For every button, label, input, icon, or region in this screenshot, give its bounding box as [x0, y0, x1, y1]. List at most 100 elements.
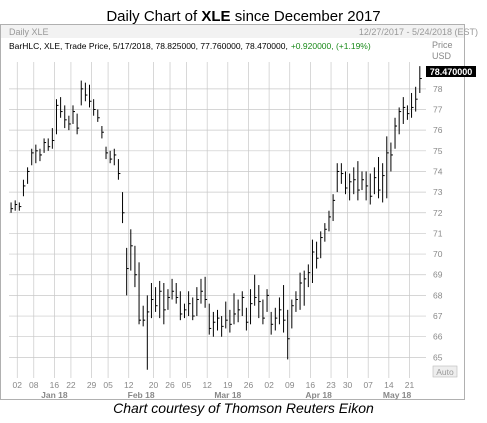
x-month-label: Feb 18 [128, 390, 155, 400]
price-bar [89, 84, 92, 108]
price-bar [212, 311, 216, 337]
y-tick-label: 75 [433, 146, 443, 156]
price-bar [64, 105, 67, 129]
y-tick-label: 68 [433, 290, 443, 300]
price-bar [287, 309, 290, 360]
price-bar [27, 167, 30, 184]
price-bar [365, 171, 369, 201]
price-bar [101, 126, 104, 139]
price-bar [233, 293, 237, 325]
price-bar [320, 231, 323, 259]
title-suffix: since December 2017 [230, 8, 381, 25]
x-tick-label: 12 [124, 380, 134, 390]
y-tick-label: 74 [433, 166, 443, 176]
y-tick-label: 77 [433, 105, 443, 115]
price-bar [200, 278, 203, 304]
chart-date-range: 12/27/2017 - 5/24/2018 (EST) [359, 27, 478, 37]
price-bar [138, 262, 142, 325]
title-ticker: XLE [201, 8, 231, 25]
y-tick-label: 72 [433, 208, 443, 218]
chart-symbol: Daily XLE [9, 27, 49, 37]
price-bar [415, 86, 418, 112]
price-bar [266, 289, 270, 312]
x-tick-label: 16 [50, 380, 60, 390]
chart-info: BarHLC, XLE, Trade Price, 5/17/2018, 78.… [9, 41, 371, 51]
x-tick-label: 12 [202, 380, 212, 390]
price-bar [14, 200, 18, 211]
x-tick-label: 14 [384, 380, 394, 390]
price-bar [22, 179, 26, 197]
price-bar [84, 82, 88, 102]
x-tick-label: 07 [363, 380, 373, 390]
price-bar [307, 264, 311, 288]
x-tick-label: 30 [343, 380, 353, 390]
page-title: Daily Chart of XLE since December 2017 [0, 8, 487, 25]
currency-axis-label: USD [432, 51, 452, 61]
price-bar [398, 107, 402, 135]
x-tick-label: 22 [66, 380, 76, 390]
info-change: +0.920000, (+1.19%) [291, 41, 371, 51]
price-bar [171, 278, 175, 300]
price-bar [357, 161, 360, 201]
x-month-label: Mar 18 [214, 390, 241, 400]
price-bar [336, 163, 340, 193]
y-tick-label: 67 [433, 311, 443, 321]
price-bar [225, 301, 228, 329]
auto-scale-button[interactable] [432, 365, 458, 378]
price-chart: Daily XLE 12/27/2017 - 5/24/2018 (EST) B… [0, 24, 478, 400]
price-bar [179, 291, 183, 321]
price-bar [150, 282, 154, 319]
price-bar [386, 136, 389, 199]
x-tick-label: 21 [405, 380, 415, 390]
price-bar [295, 291, 298, 312]
price-bar [340, 163, 344, 184]
x-tick-label: 05 [182, 380, 192, 390]
price-bar [196, 287, 199, 317]
x-tick-label: 09 [285, 380, 295, 390]
x-month-label: Apr 18 [305, 390, 332, 400]
price-bar [35, 144, 38, 164]
price-bar [159, 280, 162, 319]
price-bar [316, 241, 319, 269]
x-tick-label: 26 [244, 380, 254, 390]
auto-scale-label: Auto [436, 367, 454, 377]
x-tick-label: 08 [29, 380, 39, 390]
gridlines [9, 62, 426, 378]
price-bar [163, 282, 166, 325]
price-bar [328, 210, 331, 232]
price-bar [361, 171, 365, 191]
x-tick-label: 05 [103, 380, 113, 390]
x-tick-label: 26 [165, 380, 175, 390]
y-tick-label: 78 [433, 84, 443, 94]
price-bar [303, 270, 307, 306]
y-tick-label: 76 [433, 125, 443, 135]
price-bar [47, 138, 51, 151]
price-bar [262, 299, 265, 325]
price-bar [406, 105, 410, 120]
x-tick-label: 23 [326, 380, 336, 390]
price-bar [80, 80, 84, 106]
price-bar [93, 99, 96, 116]
y-tick-label: 71 [433, 228, 443, 238]
price-bar [130, 229, 133, 271]
price-bar [344, 171, 348, 195]
price-bar [68, 115, 71, 131]
price-bar [146, 295, 150, 370]
price-bar [378, 157, 381, 199]
x-month-label: Jan 18 [41, 390, 68, 400]
price-bar [394, 117, 398, 149]
price-axis-label: Price [432, 40, 453, 50]
price-bar [373, 167, 377, 195]
x-tick-label: 16 [306, 380, 316, 390]
price-bar [18, 202, 22, 211]
y-tick-label: 69 [433, 270, 443, 280]
price-bar [192, 297, 195, 321]
price-bar [217, 309, 220, 331]
x-tick-label: 02 [13, 380, 23, 390]
x-tick-label: 29 [87, 380, 97, 390]
y-tick-label: 73 [433, 187, 443, 197]
price-bar [134, 245, 137, 288]
price-bar [43, 138, 47, 153]
price-bar [113, 148, 117, 166]
price-bar [353, 167, 356, 195]
